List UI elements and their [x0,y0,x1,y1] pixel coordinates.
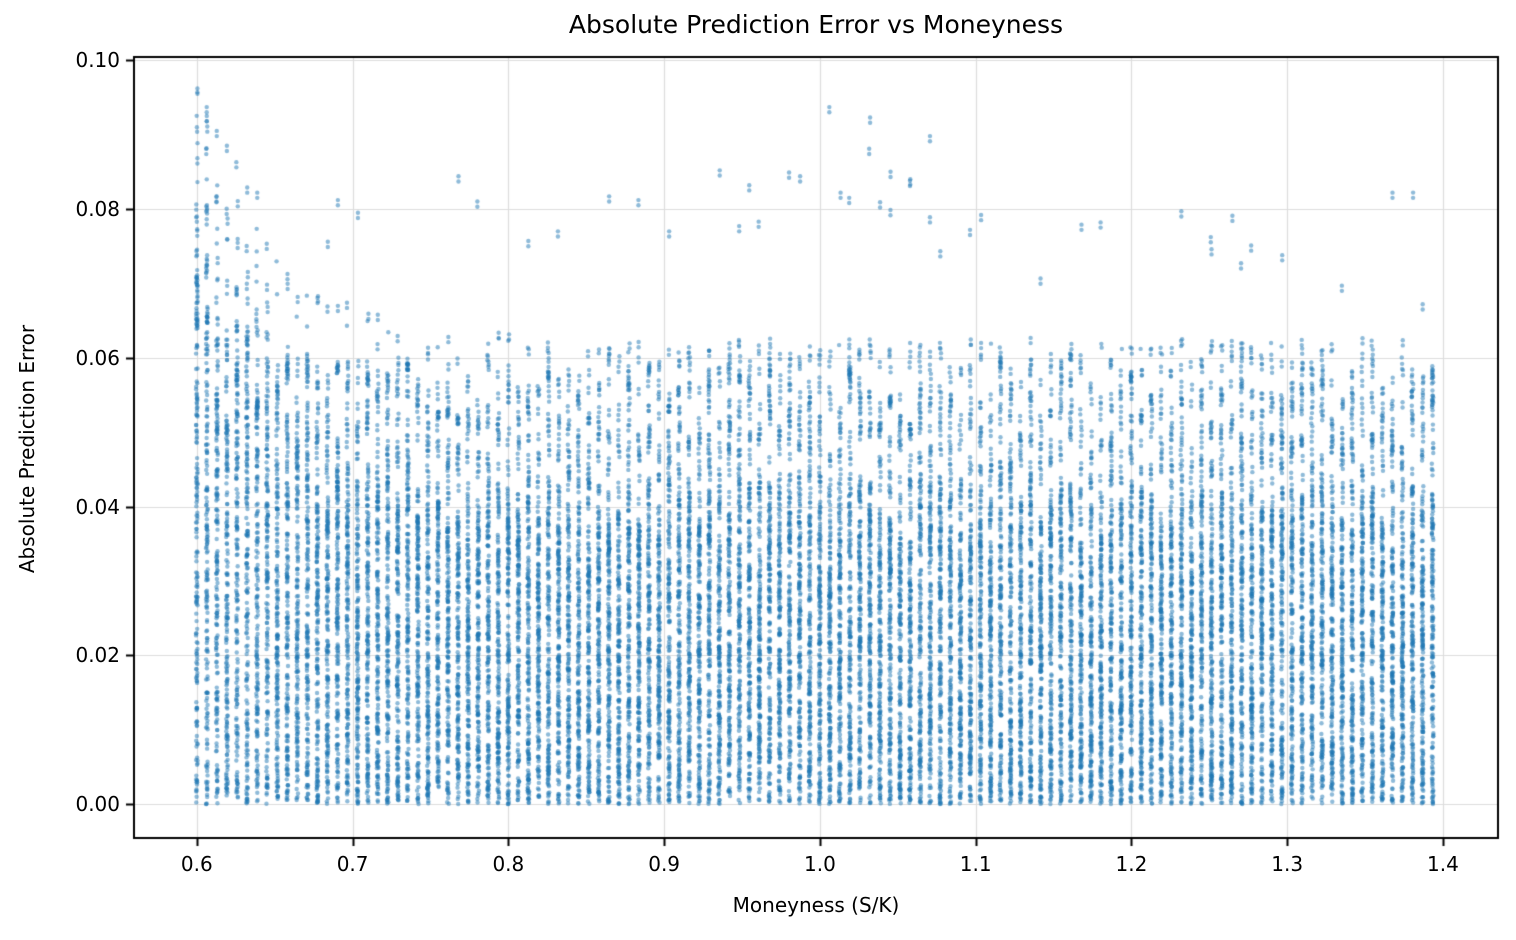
y-tick-label: 0.06 [75,345,120,370]
x-tick-label: 0.6 [180,852,213,876]
x-tick-label: 1.2 [1115,852,1148,876]
x-axis-label: Moneyness (S/K) [732,893,900,917]
x-tick-label: 0.8 [492,852,525,876]
x-tick-label: 0.7 [336,852,369,876]
x-tick-label: 1.4 [1427,852,1459,876]
x-tick-label: 1.3 [1271,852,1304,876]
x-tick-label: 0.9 [648,852,681,876]
x-tick-label: 1.0 [803,852,836,876]
chart-title: Absolute Prediction Error vs Moneyness [568,10,1064,39]
x-tick-label: 1.1 [959,852,992,876]
y-tick-label: 0.00 [75,792,120,817]
y-axis-label: Absolute Prediction Error [15,324,39,574]
y-tick-label: 0.10 [75,48,120,73]
y-tick-label: 0.04 [75,494,120,519]
y-tick-label: 0.02 [75,643,120,668]
y-tick-label: 0.08 [75,197,120,221]
